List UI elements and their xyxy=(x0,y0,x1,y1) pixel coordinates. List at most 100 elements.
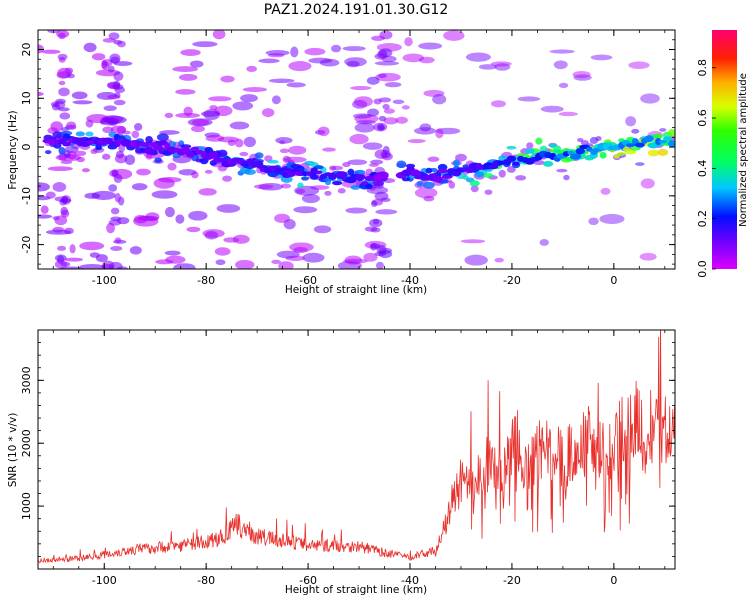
noise-blob xyxy=(375,261,384,269)
noise-blob xyxy=(220,75,235,83)
noise-blob xyxy=(235,259,255,269)
ridge-blob xyxy=(577,137,584,142)
noise-blob xyxy=(214,247,231,256)
noise-blob xyxy=(52,182,67,192)
noise-blob xyxy=(280,183,292,189)
noise-blob xyxy=(290,46,299,58)
spectrogram-y-tick-label: -10 xyxy=(20,187,33,205)
noise-blob xyxy=(465,52,491,62)
noise-blob xyxy=(190,125,205,133)
ridge-blob xyxy=(102,137,113,143)
ridge-blob xyxy=(655,137,662,146)
noise-blob xyxy=(404,37,413,47)
ridge-blob xyxy=(507,166,516,173)
noise-blob xyxy=(117,40,126,48)
ridge-blob xyxy=(276,167,288,172)
noise-blob xyxy=(136,168,151,176)
ridge-blob xyxy=(657,148,669,156)
noise-blob xyxy=(108,219,122,226)
noise-blob xyxy=(549,49,575,54)
ridge-blob xyxy=(409,169,421,177)
noise-blob xyxy=(304,47,326,56)
colorbar-label: Normalized spectral amplitude xyxy=(738,73,749,227)
noise-blob xyxy=(173,263,196,269)
noise-blob xyxy=(110,245,123,251)
noise-blob xyxy=(271,95,281,105)
noise-blob xyxy=(366,76,380,85)
ridge-blob xyxy=(416,180,423,187)
noise-blob xyxy=(107,65,115,73)
ridge-blob xyxy=(368,163,379,167)
snr-y-tick-label: 2000 xyxy=(20,429,33,457)
noise-blob xyxy=(558,82,569,88)
snr-x-ticks: -100 -80 -60 -40 -20 0 xyxy=(52,330,666,587)
noise-blob xyxy=(322,147,336,152)
spectrogram-x-ticks: -100 -80 -60 -40 -20 0 xyxy=(52,30,666,287)
ridge-blob xyxy=(535,137,543,145)
noise-blob xyxy=(354,122,375,133)
noise-blob xyxy=(301,193,320,204)
ridge-blob xyxy=(377,173,389,179)
colorbar-tick-label: 0.8 xyxy=(696,59,709,77)
spectrogram-x-tick-label: 0 xyxy=(610,274,617,287)
noise-blob xyxy=(370,227,381,233)
ridge-blob xyxy=(372,180,385,187)
noise-blob xyxy=(232,234,250,244)
ridge-blob xyxy=(425,167,433,174)
ridge-blob xyxy=(191,171,199,179)
noise-blob xyxy=(243,136,256,148)
ridge-blob xyxy=(556,168,568,173)
noise-blob xyxy=(246,65,258,72)
noise-blob xyxy=(640,178,655,189)
ridge-blob xyxy=(154,157,163,163)
noise-blob xyxy=(517,96,541,102)
ridge-blob xyxy=(131,130,140,139)
ridge-blob xyxy=(423,181,435,189)
noise-blob xyxy=(353,96,373,107)
ridge-blob xyxy=(186,151,195,158)
ridge-blob xyxy=(44,150,52,155)
noise-blob xyxy=(202,229,225,238)
noise-blob xyxy=(124,154,136,165)
noise-blob xyxy=(392,99,405,105)
ridge-blob xyxy=(95,143,102,151)
noise-blob xyxy=(107,82,120,90)
noise-blob xyxy=(84,192,101,199)
noise-blob xyxy=(380,150,391,159)
noise-blob xyxy=(414,187,438,199)
noise-blob xyxy=(56,245,67,251)
noise-blob xyxy=(175,89,196,95)
ridge-blob xyxy=(167,162,177,171)
spectrogram-x-label: Height of straight line (km) xyxy=(285,284,427,296)
ridge-blob xyxy=(437,163,448,171)
ridge-blob xyxy=(634,142,645,148)
noise-blob xyxy=(432,94,447,105)
noise-blob xyxy=(134,122,143,131)
ridge-blob xyxy=(222,175,232,182)
ridge-blob xyxy=(433,175,444,183)
noise-blob xyxy=(600,187,611,195)
ridge-blob xyxy=(595,136,602,142)
ridge-blob xyxy=(644,135,654,143)
noise-blob xyxy=(175,112,201,118)
noise-blob xyxy=(268,78,295,83)
noise-blob xyxy=(553,60,568,70)
ridge-blob xyxy=(350,185,361,190)
noise-blob xyxy=(109,169,119,177)
spectrogram-x-tick-label: -60 xyxy=(299,274,317,287)
ridge-blob xyxy=(138,142,151,147)
noise-blob xyxy=(279,148,290,154)
colorbar-tick-label: 0.6 xyxy=(696,109,709,127)
ridge-blob xyxy=(264,168,273,173)
ridge-blob xyxy=(227,139,236,146)
noise-blob xyxy=(374,53,388,60)
ridge-blob xyxy=(52,131,63,139)
ridge-blob xyxy=(255,160,264,169)
noise-blob xyxy=(363,252,378,262)
noise-blob xyxy=(418,42,443,50)
noise-blob xyxy=(178,73,198,81)
ridge-blob xyxy=(254,152,264,159)
ridge-blob xyxy=(668,129,675,137)
noise-blob xyxy=(628,61,650,70)
